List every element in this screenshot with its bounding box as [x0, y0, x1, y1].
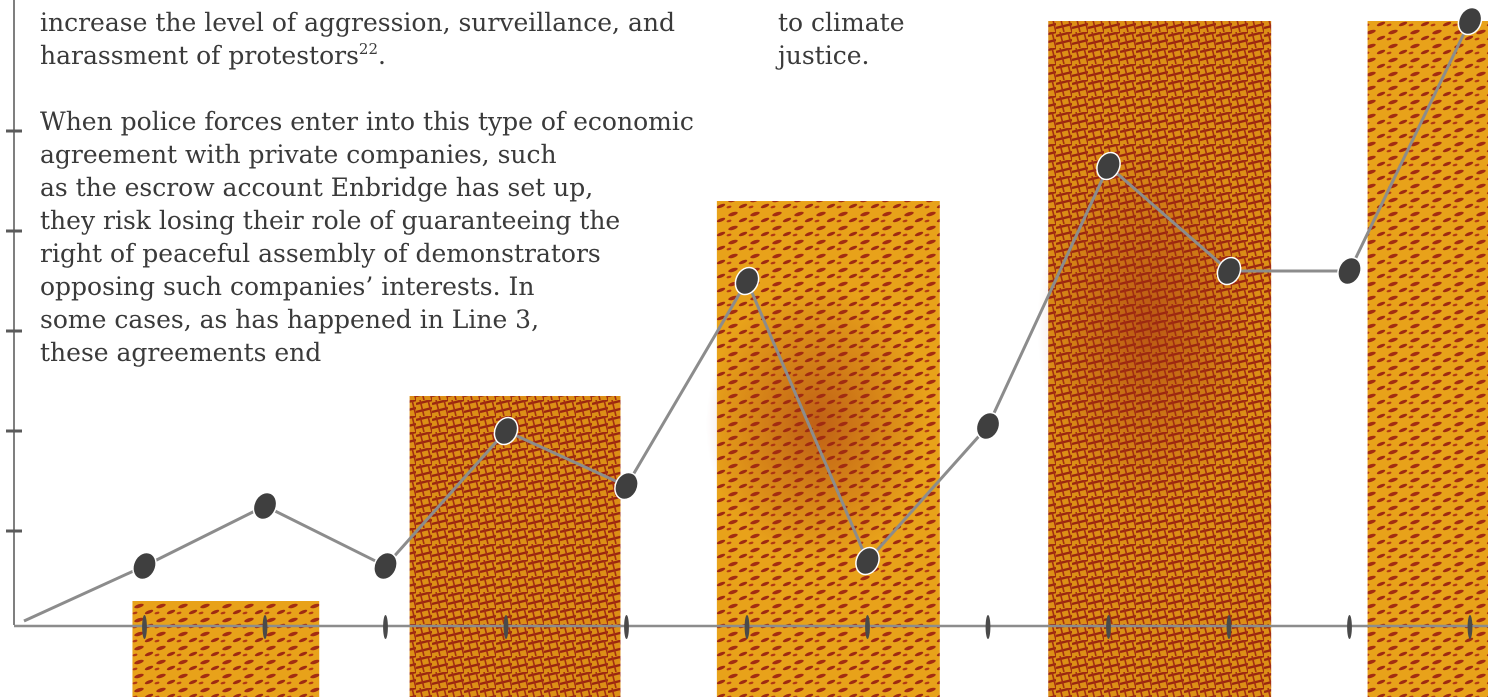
paragraph-2-line-8: these agreements end [40, 338, 322, 367]
paragraph-1-line-1: increase the level of aggression, survei… [40, 8, 675, 37]
paragraph-2-line-3: as the escrow account Enbridge has set u… [40, 173, 594, 202]
x-tick-10 [1226, 615, 1232, 639]
data-point-2 [252, 491, 278, 521]
right-column-line-1: to climate [778, 8, 905, 37]
x-tick-7 [865, 615, 870, 639]
data-point-6 [734, 266, 760, 296]
paragraph-1-line-2-text: harassment of protestors [40, 41, 359, 70]
x-tick-6 [744, 615, 750, 639]
right-column-line-2: justice. [778, 41, 870, 70]
x-tick-5 [624, 615, 629, 639]
data-point-7 [855, 546, 880, 576]
data-point-9 [1096, 151, 1121, 181]
bar-1 [132, 601, 320, 697]
data-point-1 [132, 551, 157, 581]
data-point-8 [975, 411, 1001, 441]
data-point-10 [1216, 256, 1242, 286]
x-tick-4 [503, 615, 509, 639]
data-point-11 [1337, 256, 1362, 286]
paragraph-2-line-2: agreement with private companies, such [40, 140, 557, 169]
data-point-5 [614, 471, 639, 501]
x-tick-9 [1106, 615, 1111, 639]
x-tick-11 [1347, 615, 1352, 639]
bar-5 [1367, 21, 1488, 697]
x-tick-2 [262, 615, 268, 639]
bar-2 [409, 396, 621, 697]
paragraph-1-line-2: harassment of protestors22. [40, 39, 760, 72]
paragraph-1: increase the level of aggression, survei… [40, 6, 760, 72]
left-text-column: increase the level of aggression, survei… [40, 6, 760, 369]
bar-4 [1037, 21, 1272, 697]
paragraph-2-line-4: they risk losing their role of guarantee… [40, 206, 621, 235]
footnote-22: 22 [358, 40, 379, 58]
data-point-12 [1457, 6, 1483, 36]
data-point-3 [373, 551, 398, 581]
paragraph-2: When police forces enter into this type … [40, 105, 760, 369]
x-tick-8 [985, 615, 991, 639]
right-text-column: to climate justice. [778, 6, 998, 72]
x-tick-3 [383, 615, 388, 639]
x-tick-12 [1467, 615, 1473, 639]
paragraph-2-line-6: opposing such companies’ interests. In [40, 272, 535, 301]
paragraph-1-period: . [378, 41, 386, 70]
x-tick-1 [142, 615, 147, 639]
paragraph-2-line-7: some cases, as has happened in Line 3, [40, 305, 540, 334]
paragraph-2-line-1: When police forces enter into this type … [40, 107, 694, 136]
paragraph-2-line-5: right of peaceful assembly of demonstrat… [40, 239, 601, 268]
data-point-4 [493, 416, 519, 446]
